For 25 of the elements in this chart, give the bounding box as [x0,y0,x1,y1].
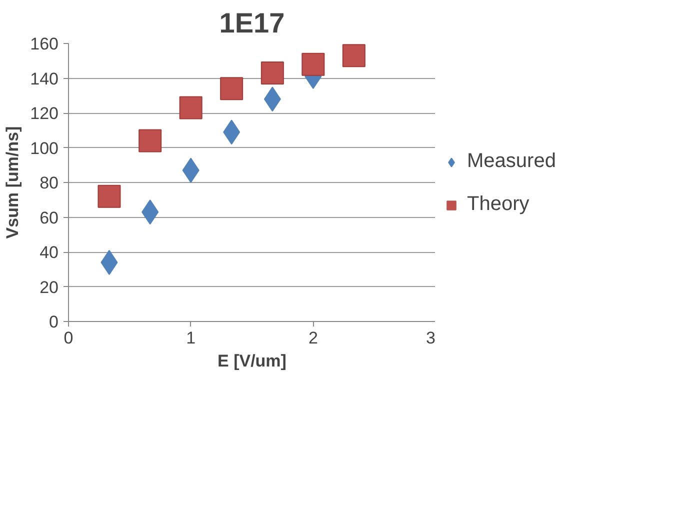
x-tick-label: 1 [186,328,196,348]
x-tick-label: 3 [426,328,436,348]
y-tick-label: 100 [30,138,59,158]
x-tick-label: 2 [308,328,318,348]
y-tick-label: 20 [40,278,59,297]
y-tick-label: 160 [30,34,59,54]
point [302,52,325,76]
point [98,184,121,208]
y-tick-label: 60 [40,208,59,228]
legend-label: Measured [467,150,556,173]
y-tick-label: 120 [30,104,59,123]
y-axis-title: Vsum [um/ns] [3,126,22,239]
point [342,44,366,68]
point [138,129,162,152]
point [179,96,202,120]
point [220,77,244,100]
chart-title: 1E17 [219,8,285,38]
x-axis-title: E [V/um] [218,352,286,370]
legend-label: Theory [467,193,530,216]
y-tick-label: 0 [49,312,59,332]
y-tick-label: 40 [40,243,59,262]
y-tick-label: 140 [30,69,59,88]
x-tick-label: 0 [64,328,74,348]
point [260,62,284,85]
y-tick-label: 80 [40,174,59,192]
